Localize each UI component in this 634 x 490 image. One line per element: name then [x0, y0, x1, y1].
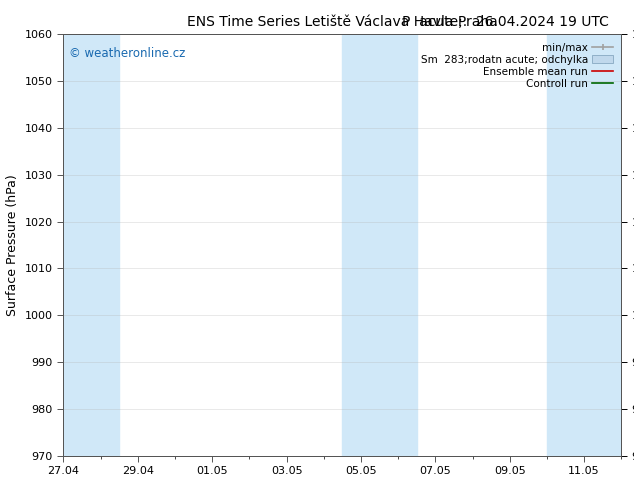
- Bar: [63, 34, 119, 456]
- Legend: min/max, Sm  283;rodatn acute; odchylka, Ensemble mean run, Controll run: min/max, Sm 283;rodatn acute; odchylka, …: [418, 40, 616, 92]
- Text: © weatheronline.cz: © weatheronline.cz: [69, 47, 185, 60]
- Text: P  acute;.  26.04.2024 19 UTC: P acute;. 26.04.2024 19 UTC: [402, 15, 609, 29]
- Bar: [547, 34, 621, 456]
- Text: ENS Time Series Letiště Václava Havla Praha: ENS Time Series Letiště Václava Havla Pr…: [187, 15, 498, 29]
- Y-axis label: Surface Pressure (hPa): Surface Pressure (hPa): [6, 174, 19, 316]
- Bar: [342, 34, 417, 456]
